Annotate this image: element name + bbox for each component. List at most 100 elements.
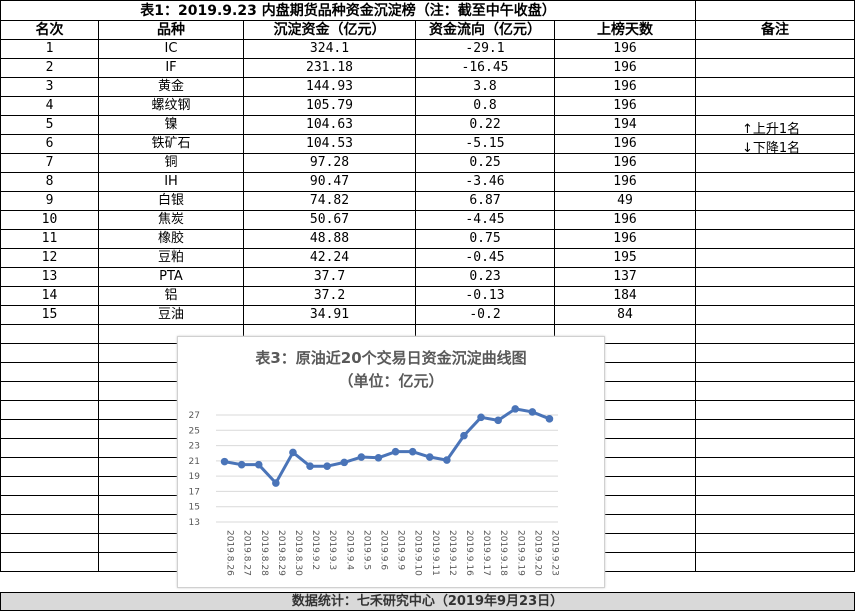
rank-cell: 12 — [0, 248, 99, 268]
x-tick-label: 2019.8.29 — [276, 530, 286, 576]
capital-cell: 74.82 — [243, 191, 416, 211]
empty-cell — [695, 324, 855, 344]
commodity-cell: 焦炭 — [98, 210, 244, 230]
y-tick-label: 17 — [189, 487, 200, 497]
y-tick-label: 23 — [189, 442, 200, 452]
capital-cell: 104.63 — [243, 115, 416, 135]
capital-cell: 104.53 — [243, 134, 416, 154]
days-cell: 196 — [554, 96, 696, 116]
commodity-cell: 铝 — [98, 286, 244, 306]
x-tick-label: 2019.9.2 — [310, 530, 320, 570]
note-down: ↓下降1名 — [742, 137, 800, 156]
empty-cell — [0, 419, 99, 439]
rank-cell: 4 — [0, 96, 99, 116]
remark-cell — [695, 229, 855, 249]
x-tick-label: 2019.9.4 — [344, 530, 354, 570]
flow-cell: 0.23 — [415, 267, 555, 287]
x-tick-label: 2019.9.23 — [549, 530, 559, 576]
rank-cell: 15 — [0, 305, 99, 325]
empty-cell — [695, 400, 855, 420]
days-cell: 84 — [554, 305, 696, 325]
days-cell: 194 — [554, 115, 696, 135]
table-row: 8 IH 90.47 -3.46 196 — [0, 172, 855, 192]
x-tick-label: 2019.9.5 — [361, 530, 371, 570]
remark-cell — [695, 286, 855, 306]
table-row: 1 IC 324.1 -29.1 196 — [0, 39, 855, 59]
rank-cell: 2 — [0, 58, 99, 78]
column-header: 名次 — [0, 20, 99, 40]
flow-cell: -16.45 — [415, 58, 555, 78]
y-tick-label: 21 — [189, 457, 200, 467]
rank-cell: 8 — [0, 172, 99, 192]
remark-cell — [695, 248, 855, 268]
empty-cell — [695, 514, 855, 534]
commodity-cell: 橡胶 — [98, 229, 244, 249]
y-tick-label: 13 — [189, 518, 200, 528]
commodity-cell: 螺纹钢 — [98, 96, 244, 116]
empty-cell — [0, 438, 99, 458]
days-cell: 196 — [554, 39, 696, 59]
rank-cell: 11 — [0, 229, 99, 249]
data-point — [374, 454, 383, 462]
capital-cell: 144.93 — [243, 77, 416, 97]
table-row: 12 豆粕 42.24 -0.45 195 — [0, 248, 855, 268]
capital-cell: 34.91 — [243, 305, 416, 325]
commodity-cell: 豆粕 — [98, 248, 244, 268]
capital-cell: 231.18 — [243, 58, 416, 78]
empty-cell — [695, 419, 855, 439]
flow-cell: -5.15 — [415, 134, 555, 154]
empty-cell — [0, 495, 99, 515]
commodity-cell: IH — [98, 172, 244, 192]
rank-cell: 9 — [0, 191, 99, 211]
table-row: 6 铁矿石 104.53 -5.15 196 — [0, 134, 855, 154]
x-tick-label: 2019.9.6 — [378, 530, 388, 570]
note-down-label: 下降1名 — [752, 141, 801, 156]
empty-cell — [0, 552, 99, 572]
flow-cell: 0.22 — [415, 115, 555, 135]
capital-cell: 97.28 — [243, 153, 416, 173]
flow-cell: 0.8 — [415, 96, 555, 116]
data-point — [237, 460, 246, 469]
data-point — [323, 462, 331, 471]
data-point — [289, 448, 297, 457]
table-row: 11 橡胶 48.88 0.75 196 — [0, 229, 855, 249]
days-cell: 137 — [554, 267, 696, 287]
line-chart: 表3：原油近20个交易日资金沉淀曲线图 （单位：亿元） 13 15 17 19 21 23… — [177, 336, 605, 588]
rank-cell: 7 — [0, 153, 99, 173]
rank-cell: 3 — [0, 77, 99, 97]
capital-cell: 50.67 — [243, 210, 416, 230]
capital-cell: 90.47 — [243, 172, 416, 192]
arrow-down-icon: ↓ — [742, 141, 753, 156]
column-header: 备注 — [695, 20, 855, 40]
y-tick-label: 25 — [189, 426, 200, 436]
data-point — [408, 447, 417, 456]
flow-cell: 3.8 — [415, 77, 555, 97]
rank-cell: 1 — [0, 39, 99, 59]
table-row: 7 铜 97.28 0.25 196 — [0, 153, 855, 173]
x-tick-label: 2019.9.17 — [481, 530, 491, 576]
note-up-label: 上升1名 — [752, 122, 801, 137]
commodity-cell: IC — [98, 39, 244, 59]
column-header: 上榜天数 — [554, 20, 696, 40]
commodity-cell: 镍 — [98, 115, 244, 135]
table-row: 2 IF 231.18 -16.45 196 — [0, 58, 855, 78]
empty-cell — [695, 533, 855, 553]
table-row: 3 黄金 144.93 3.8 196 — [0, 77, 855, 97]
empty-cell — [695, 552, 855, 572]
flow-cell: -0.13 — [415, 286, 555, 306]
days-cell: 196 — [554, 153, 696, 173]
commodity-cell: 铜 — [98, 153, 244, 173]
x-tick-label: 2019.8.27 — [242, 530, 252, 576]
rank-cell: 14 — [0, 286, 99, 306]
days-cell: 196 — [554, 134, 696, 154]
x-tick-label: 2019.9.20 — [532, 530, 542, 576]
data-point — [545, 415, 554, 423]
empty-cell — [0, 381, 99, 401]
remark-cell — [695, 191, 855, 211]
table-row: 5 镍 104.63 0.22 194 — [0, 115, 855, 135]
days-cell: 196 — [554, 172, 696, 192]
empty-cell — [0, 400, 99, 420]
x-tick-label: 2019.8.28 — [259, 530, 269, 576]
capital-cell: 105.79 — [243, 96, 416, 116]
days-cell: 184 — [554, 286, 696, 306]
